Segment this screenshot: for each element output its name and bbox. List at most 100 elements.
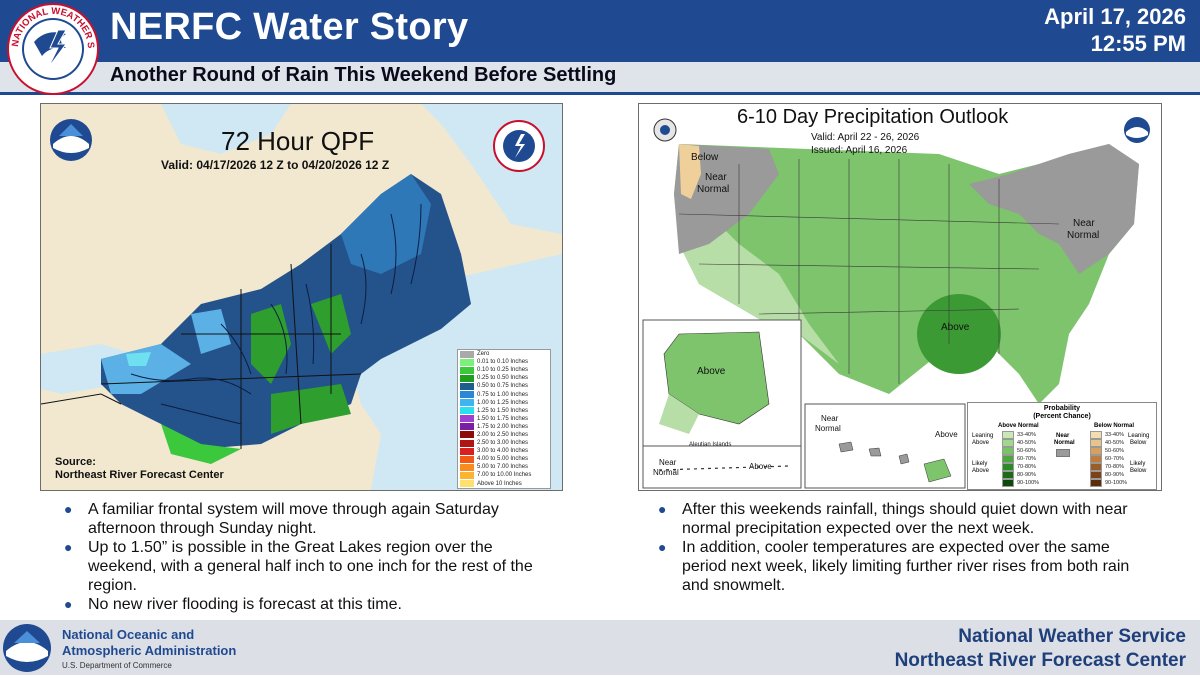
legend-item: 4.00 to 5.00 Inches <box>458 455 550 463</box>
probability-label: 60-70% <box>1105 455 1124 462</box>
legend-item: 1.25 to 1.50 Inches <box>458 407 550 415</box>
bullet-text: No new river flooding is forecast at thi… <box>88 596 402 613</box>
noaa-logo-icon <box>1123 116 1151 144</box>
noaa-logo-icon <box>49 118 93 162</box>
legend-label: 7.00 to 10.00 Inches <box>477 472 532 479</box>
legend-label: 2.00 to 2.50 Inches <box>477 431 529 438</box>
map-label-near-w-2: Normal <box>697 184 730 195</box>
near-normal-1: Near <box>1056 433 1070 439</box>
probability-item: 50-60% <box>1090 446 1124 455</box>
qpf-source-label: Source: <box>55 456 96 468</box>
qpf-source-name: Northeast River Forecast Center <box>55 469 224 481</box>
probability-swatch <box>1090 430 1102 439</box>
legend-label: 0.75 to 1.00 Inches <box>477 391 529 398</box>
probability-item: 33-40% <box>1090 430 1124 439</box>
leaning-below-1: Leaning <box>1128 433 1150 439</box>
legend-swatch <box>460 407 474 415</box>
legend-label: 5.00 to 7.00 Inches <box>477 464 529 471</box>
probability-item: 40-50% <box>1002 438 1036 447</box>
likely-above-2: Above <box>972 468 990 474</box>
probability-label: 40-50% <box>1105 439 1124 446</box>
qpf-valid: Valid: 04/17/2026 12 Z to 04/20/2026 12 … <box>161 158 390 172</box>
legend-item: 0.10 to 0.25 Inches <box>458 366 550 374</box>
bullet-item: ● A familiar frontal system will move thr… <box>64 500 564 538</box>
map-label-near-ne-1: Near <box>1073 218 1095 229</box>
probability-label: 33-40% <box>1017 431 1036 438</box>
legend-label: 1.50 to 1.75 Inches <box>477 415 529 422</box>
map-label-above-hi: Above <box>935 430 958 439</box>
probability-item: 40-50% <box>1090 438 1124 447</box>
outlook-title: 6-10 Day Precipitation Outlook <box>737 106 1009 128</box>
legend-item: 0.75 to 1.00 Inches <box>458 390 550 399</box>
map-label-below: Below <box>691 152 719 163</box>
nws-logo-icon <box>493 120 545 172</box>
footer-nerfc: Northeast River Forecast Center <box>894 650 1186 671</box>
probability-label: 80-90% <box>1105 471 1124 478</box>
outlook-issued: Issued: April 16, 2026 <box>811 145 908 156</box>
qpf-legend: Zero 0.01 to 0.10 Inches 0.10 to 0.25 Inch… <box>457 349 551 489</box>
probability-label: 90-100% <box>1105 479 1128 486</box>
map-label-near-ak-1: Near <box>659 458 677 467</box>
probability-label: 33-40% <box>1105 431 1124 438</box>
bullet-icon: ● <box>64 596 73 612</box>
probability-swatch <box>1090 470 1102 479</box>
legend-swatch <box>460 391 474 399</box>
legend-item: 2.50 to 3.00 Inches <box>458 439 550 447</box>
outlook-valid: Valid: April 22 - 26, 2026 <box>811 132 920 143</box>
probability-item: 70-80% <box>1002 462 1036 471</box>
noaa-logo-icon <box>2 623 52 673</box>
bullet-text: In addition, cooler temperatures are exp… <box>682 539 1130 594</box>
header-divider <box>0 92 1200 95</box>
legend-swatch <box>460 350 474 358</box>
legend-item: 0.25 to 0.50 Inches <box>458 374 550 382</box>
bullet-item: ● In addition, cooler temperatures are ex… <box>658 538 1158 595</box>
footer-org-line2: Atmospheric Administration <box>62 643 237 658</box>
probability-item: 50-60% <box>1002 446 1036 455</box>
legend-item: 7.00 to 10.00 Inches <box>458 471 550 479</box>
map-label-near-hi-1: Near <box>821 414 839 423</box>
likely-below-2: Below <box>1130 468 1147 474</box>
legend-swatch <box>460 358 474 366</box>
legend-label: 0.50 to 0.75 Inches <box>477 383 529 390</box>
map-label-near-w-1: Near <box>705 172 727 183</box>
bullet-icon: ● <box>64 539 73 555</box>
probability-item: 60-70% <box>1090 454 1124 463</box>
legend-label: Zero <box>477 351 490 358</box>
map-label-near-ak-2: Normal <box>653 468 679 477</box>
legend-item: 0.50 to 0.75 Inches <box>458 382 550 390</box>
map-label-above-ak2: Above <box>749 462 772 471</box>
page-title: NERFC Water Story <box>110 6 469 48</box>
bullet-icon: ● <box>658 501 667 517</box>
likely-below-1: Likely <box>1130 461 1146 467</box>
near-normal-swatch <box>1056 449 1070 457</box>
legend-label: 0.01 to 0.10 Inches <box>477 359 529 366</box>
leaning-above-1: Leaning <box>972 433 994 439</box>
header: NATIONAL WEATHER SERVICE NERFC Water Sto… <box>0 0 1200 95</box>
legend-swatch <box>460 423 474 431</box>
legend-swatch <box>460 447 474 455</box>
probability-swatch <box>1090 454 1102 463</box>
legend-swatch <box>460 431 474 439</box>
map-label-aleutian: Aleutian Islands <box>689 442 732 448</box>
probability-swatch <box>1090 438 1102 447</box>
below-normal-header: Below Normal <box>1094 423 1135 429</box>
legend-swatch <box>460 480 474 488</box>
probability-item: 80-90% <box>1002 470 1036 479</box>
bullet-icon: ● <box>658 539 667 555</box>
above-normal-header: Above Normal <box>998 423 1039 429</box>
header-date: April 17, 2026 <box>1044 4 1186 29</box>
legend-swatch <box>460 455 474 463</box>
legend-item: 1.75 to 2.00 Inches <box>458 423 550 431</box>
legend-label: 0.10 to 0.25 Inches <box>477 367 529 374</box>
subtitle-band <box>0 62 1200 92</box>
legend-swatch <box>460 463 474 471</box>
bullet-text: Up to 1.50” is possible in the Great Lak… <box>88 539 533 594</box>
probability-item: 90-100% <box>1002 478 1039 487</box>
probability-title-2: (Percent Chance) <box>1033 413 1091 420</box>
bullet-item: ● No new river flooding is forecast at th… <box>64 595 564 614</box>
leaning-above-2: Above <box>972 440 990 446</box>
footer-org-line1: National Oceanic and <box>62 627 195 642</box>
legend-item: 1.50 to 1.75 Inches <box>458 415 550 423</box>
page-subtitle: Another Round of Rain This Weekend Befor… <box>110 64 617 86</box>
probability-swatch <box>1002 478 1014 487</box>
